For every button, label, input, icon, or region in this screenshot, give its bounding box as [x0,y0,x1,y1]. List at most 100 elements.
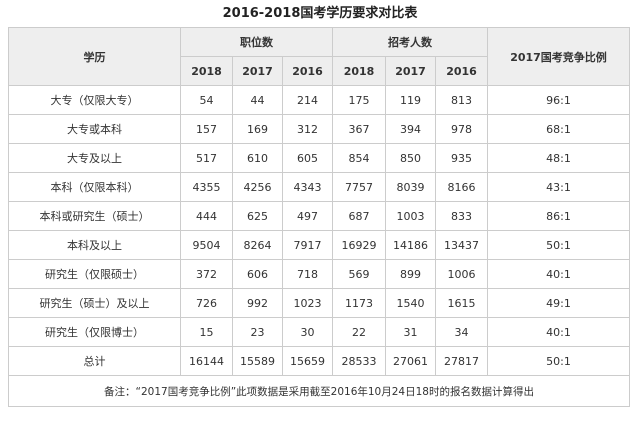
table-cell: 175 [332,85,387,115]
header-cell: 招考人数 [332,27,489,57]
table-body: 大专（仅限大专） 54 44 214 175 119 813 96:1 大专或本科 157 169 3… [8,85,630,407]
table-cell: 606 [232,259,283,289]
table-cell: 15589 [232,346,283,376]
table-row: 研究生（仅限硕士） 372 606 718 569 899 1006 40:1 [8,259,630,289]
table-cell: 605 [281,143,334,173]
table-cell: 497 [281,201,334,231]
table-cell: 27817 [435,346,489,376]
table-cell: 444 [180,201,233,231]
table-cell: 研究生（硕士）及以上 [8,288,181,318]
note-row: 备注：“2017国考竞争比例”此项数据是采用截至2016年10月24日18时的报… [8,375,630,407]
table-cell: 大专及以上 [8,143,181,173]
table-cell: 31 [385,317,437,347]
table-cell: 9504 [180,230,233,260]
table-row: 研究生（仅限博士） 15 23 30 22 31 34 40:1 [8,317,630,347]
table-cell: 28533 [332,346,387,376]
table-cell: 13437 [435,230,489,260]
year-header: 2017 [232,56,283,86]
header-cell: 学历 [8,27,181,86]
table-cell: 34 [435,317,489,347]
table-cell: 40:1 [487,317,630,347]
year-header: 2017 [385,56,437,86]
table-cell: 7757 [332,172,387,202]
table-cell: 850 [385,143,437,173]
table-cell: 48:1 [487,143,630,173]
table-cell: 22 [332,317,387,347]
table-cell: 27061 [385,346,437,376]
table-cell: 14186 [385,230,437,260]
table-cell: 569 [332,259,387,289]
table-cell: 44 [232,85,283,115]
table-cell: 23 [232,317,283,347]
table-cell: 367 [332,114,387,144]
table-cell: 43:1 [487,172,630,202]
table-cell: 8039 [385,172,437,202]
table-cell: 本科或研究生（硕士） [8,201,181,231]
title: 2016-2018国考学历要求对比表 [222,6,418,21]
table-cell: 1006 [435,259,489,289]
table-cell: 4256 [232,172,283,202]
table-cell: 54 [180,85,233,115]
note: 备注：“2017国考竞争比例”此项数据是采用截至2016年10月24日18时的报… [8,375,630,407]
table-cell: 96:1 [487,85,630,115]
year-header: 2018 [180,56,233,86]
table-cell: 大专或本科 [8,114,181,144]
table-cell: 研究生（仅限硕士） [8,259,181,289]
table-cell: 899 [385,259,437,289]
table-cell: 16144 [180,346,233,376]
table-cell: 15659 [281,346,334,376]
table-cell: 50:1 [487,346,630,376]
table-cell: 8264 [232,230,283,260]
table-row: 总计 16144 15589 15659 28533 27061 27817 50:1 [8,346,630,376]
table-cell: 7917 [281,230,334,260]
table-cell: 15 [180,317,233,347]
table-cell: 大专（仅限大专） [8,85,181,115]
table-row: 大专及以上 517 610 605 854 850 935 48:1 [8,143,630,173]
table-row: 本科（仅限本科） 4355 4256 4343 7757 8039 8166 43:1 [8,172,630,202]
table-cell: 813 [435,85,489,115]
table-cell: 1615 [435,288,489,318]
table-cell: 169 [232,114,283,144]
table-row: 大专（仅限大专） 54 44 214 175 119 813 96:1 [8,85,630,115]
year-header: 2016 [281,56,334,86]
table-cell: 本科及以上 [8,230,181,260]
table-cell: 4343 [281,172,334,202]
table-row: 研究生（硕士）及以上 726 992 1023 1173 1540 1615 49:1 [8,288,630,318]
table-cell: 30 [281,317,334,347]
table-cell: 119 [385,85,437,115]
table-cell: 718 [281,259,334,289]
table-cell: 49:1 [487,288,630,318]
table-cell: 935 [435,143,489,173]
table-cell: 总计 [8,346,181,376]
header-cell: 职位数 [179,27,334,57]
table-cell: 本科（仅限本科） [8,172,181,202]
table-cell: 1003 [385,201,437,231]
table-cell: 1173 [332,288,387,318]
year-header: 2016 [435,56,489,86]
table-cell: 726 [180,288,233,318]
table-row: 本科及以上 9504 8264 7917 16929 14186 13437 50:1 [8,230,630,260]
table-cell: 394 [385,114,437,144]
table-cell: 研究生（仅限博士） [8,317,181,347]
table-cell: 517 [180,143,233,173]
table-cell: 978 [435,114,489,144]
table-cell: 312 [281,114,334,144]
table-cell: 86:1 [487,201,630,231]
table-cell: 157 [180,114,233,144]
table-cell: 854 [332,143,387,173]
header-cell: 2017国考竞争比例 [487,27,630,86]
table-cell: 16929 [332,230,387,260]
table-cell: 992 [232,288,283,318]
table-cell: 214 [281,85,334,115]
table-cell: 50:1 [487,230,630,260]
table-row: 本科或研究生（硕士） 444 625 497 687 1003 833 86:1 [8,201,630,231]
table-cell: 687 [332,201,387,231]
table-cell: 833 [435,201,489,231]
table-cell: 372 [180,259,233,289]
table-cell: 1540 [385,288,437,318]
table-cell: 625 [232,201,283,231]
table-cell: 1023 [281,288,334,318]
table-row: 大专或本科 157 169 312 367 394 978 68:1 [8,114,630,144]
table-cell: 40:1 [487,259,630,289]
